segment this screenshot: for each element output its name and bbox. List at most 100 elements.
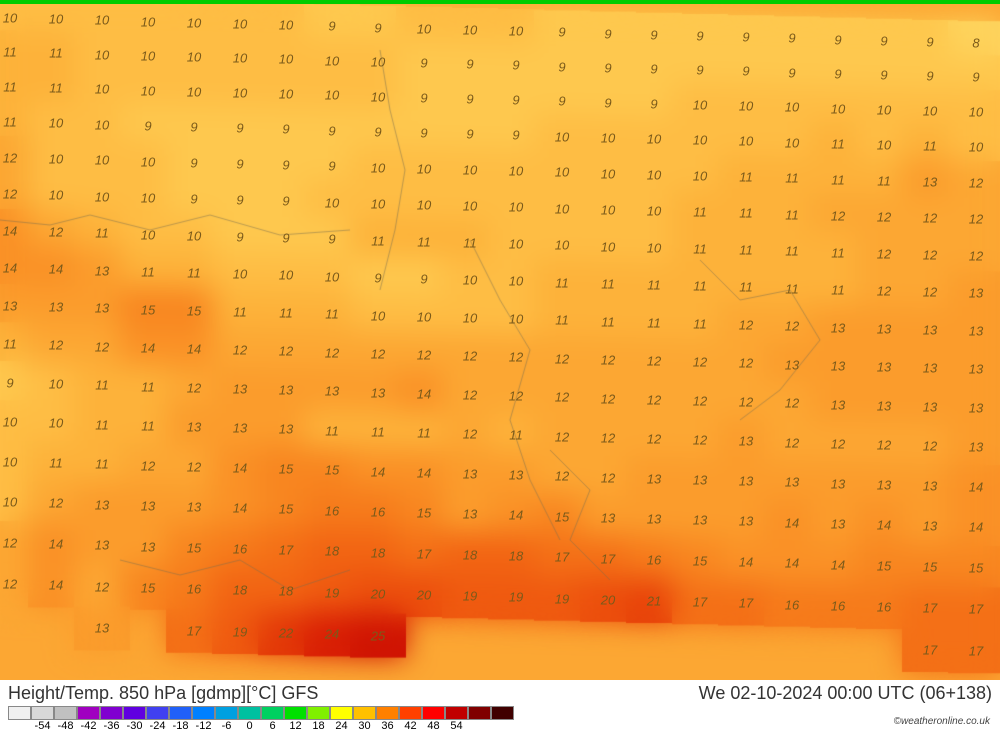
temp-value: 12	[233, 343, 247, 358]
temp-value: 11	[785, 207, 799, 222]
temp-value: 13	[95, 497, 109, 512]
temp-value: 10	[509, 164, 523, 179]
temp-value: 13	[371, 385, 385, 400]
temp-value: 9	[604, 26, 611, 41]
temp-value: 14	[49, 578, 63, 593]
temp-value: 10	[877, 102, 891, 117]
temp-value: 20	[601, 592, 615, 607]
legend-swatch	[422, 706, 445, 720]
temp-value: 9	[788, 65, 795, 80]
temp-value: 9	[236, 121, 243, 136]
legend-swatch	[100, 706, 123, 720]
temp-value: 10	[417, 309, 431, 324]
temp-value: 9	[374, 20, 381, 35]
temp-value: 9	[972, 70, 979, 85]
temp-value: 10	[325, 53, 339, 68]
temp-value: 12	[831, 436, 845, 451]
temp-value: 10	[325, 195, 339, 210]
temp-value: 10	[233, 86, 247, 101]
temp-value: 11	[3, 80, 17, 95]
temp-value: 9	[374, 270, 381, 285]
temp-value: 12	[509, 350, 523, 365]
product-title: Height/Temp. 850 hPa [gdmp][°C] GFS	[8, 683, 318, 704]
temp-value: 13	[463, 467, 477, 482]
temp-value: 12	[95, 339, 109, 354]
temp-value: 12	[95, 579, 109, 594]
temp-value: 12	[969, 212, 983, 227]
temp-value: 11	[785, 281, 799, 296]
temp-value: 11	[49, 81, 63, 96]
temp-value: 9	[512, 93, 519, 108]
temp-value: 11	[693, 317, 707, 332]
temp-value: 18	[325, 544, 339, 559]
temp-value: 11	[3, 115, 17, 130]
temp-value: 12	[49, 338, 63, 353]
temp-value: 10	[187, 228, 201, 243]
temp-value: 15	[141, 302, 155, 317]
temp-value: 12	[877, 284, 891, 299]
temp-value: 12	[739, 318, 753, 333]
temp-value: 12	[371, 346, 385, 361]
temp-value: 12	[601, 391, 615, 406]
temp-value: 14	[739, 555, 753, 570]
legend-ticks: -54-48-42-36-30-24-18-12-606121824303642…	[8, 720, 992, 732]
temp-value: 10	[877, 138, 891, 153]
temp-value: 18	[509, 549, 523, 564]
temp-value: 13	[95, 301, 109, 316]
temp-value: 18	[463, 548, 477, 563]
temp-value: 9	[190, 120, 197, 135]
temp-value: 14	[3, 261, 17, 276]
temp-value: 10	[647, 132, 661, 147]
temp-value: 12	[601, 430, 615, 445]
temp-value: 9	[282, 122, 289, 137]
temp-value: 10	[647, 167, 661, 182]
temp-value: 18	[279, 584, 293, 599]
temp-value: 17	[187, 623, 201, 638]
legend-swatch	[353, 706, 376, 720]
temp-value: 12	[877, 210, 891, 225]
temp-value: 10	[141, 154, 155, 169]
legend-swatch	[491, 706, 514, 720]
temp-value: 12	[463, 427, 477, 442]
temp-value: 10	[187, 84, 201, 99]
legend-tick: -48	[54, 720, 77, 732]
legend-swatch	[123, 706, 146, 720]
temp-value: 12	[141, 458, 155, 473]
legend-swatch	[215, 706, 238, 720]
temp-value: 10	[509, 24, 523, 39]
legend-swatch	[8, 706, 31, 720]
legend-tick: -54	[31, 720, 54, 732]
temp-value: 12	[555, 390, 569, 405]
temp-value: 10	[371, 160, 385, 175]
legend-tick: 6	[261, 720, 284, 732]
legend-swatch	[169, 706, 192, 720]
temp-value: 9	[190, 192, 197, 207]
temp-value: 15	[969, 561, 983, 576]
temp-value: 13	[233, 382, 247, 397]
temp-value: 10	[509, 237, 523, 252]
temp-value: 12	[555, 351, 569, 366]
temp-value: 11	[279, 306, 293, 321]
temp-value: 10	[49, 152, 63, 167]
temp-value: 13	[923, 175, 937, 190]
temp-value: 9	[236, 230, 243, 245]
title-row: Height/Temp. 850 hPa [gdmp][°C] GFS We 0…	[8, 683, 992, 704]
temp-value: 10	[785, 135, 799, 150]
temp-value: 13	[785, 475, 799, 490]
temp-value: 10	[279, 87, 293, 102]
legend-tick: 24	[330, 720, 353, 732]
temp-value: 11	[877, 173, 891, 188]
temp-value: 11	[371, 424, 385, 439]
temp-value: 9	[926, 69, 933, 84]
temp-value: 10	[187, 50, 201, 65]
temp-value: 9	[650, 27, 657, 42]
temp-value: 13	[279, 383, 293, 398]
legend-tick: -30	[123, 720, 146, 732]
top-border	[0, 0, 1000, 4]
temp-value: 13	[325, 384, 339, 399]
footer: Height/Temp. 850 hPa [gdmp][°C] GFS We 0…	[0, 680, 1000, 733]
legend-swatch	[399, 706, 422, 720]
temp-value: 12	[325, 345, 339, 360]
temp-value: 12	[187, 459, 201, 474]
temp-value: 12	[3, 536, 17, 551]
